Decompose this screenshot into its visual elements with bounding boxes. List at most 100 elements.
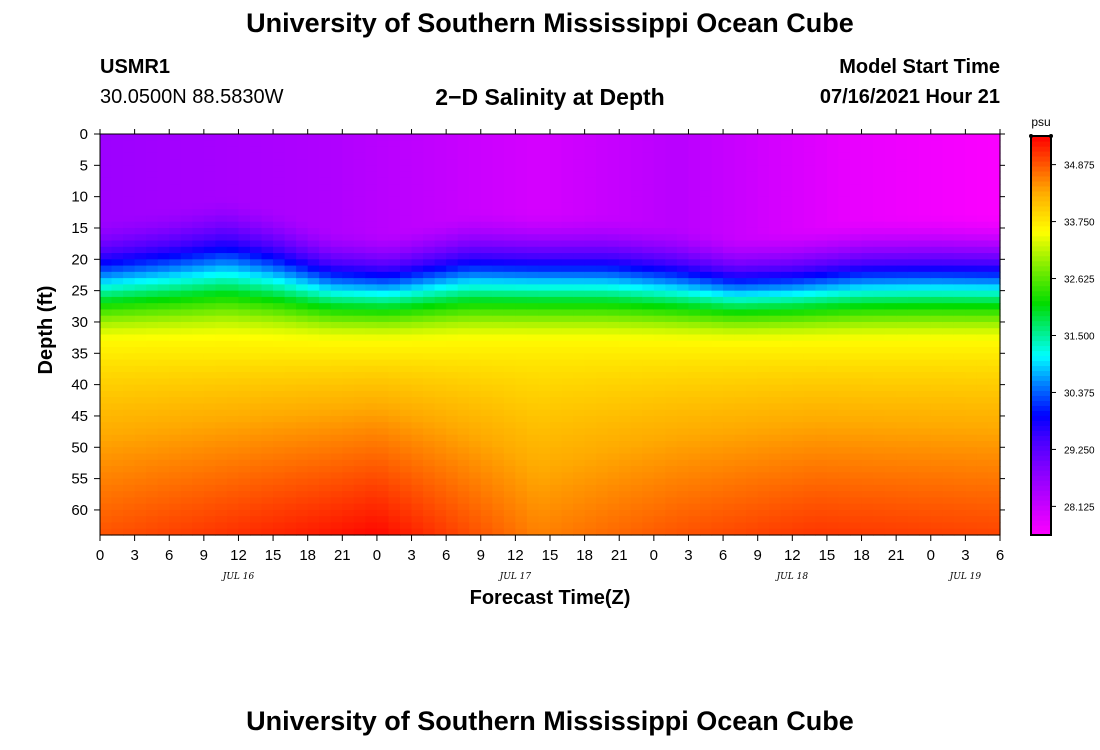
heatmap-cell <box>538 140 551 148</box>
heatmap-cell <box>815 428 828 436</box>
heatmap-cell <box>111 284 124 292</box>
heatmap-cell <box>157 378 170 386</box>
heatmap-cell <box>157 497 170 505</box>
heatmap-cell <box>723 509 736 517</box>
heatmap-cell <box>550 503 563 511</box>
heatmap-cell <box>111 278 124 285</box>
heatmap-cell <box>250 290 263 298</box>
heatmap-cell <box>457 353 470 361</box>
heatmap-cell <box>850 221 863 229</box>
heatmap-cell <box>561 459 574 467</box>
heatmap-cell <box>596 365 609 373</box>
heatmap-cell <box>538 171 551 179</box>
heatmap-cell <box>273 472 286 480</box>
heatmap-cell <box>515 434 528 442</box>
heatmap-cell <box>619 234 632 242</box>
heatmap-cell <box>480 509 493 517</box>
heatmap-cell <box>965 190 978 198</box>
heatmap-cell <box>261 334 274 342</box>
heatmap-cell <box>630 397 643 405</box>
heatmap-cell <box>919 509 932 517</box>
heatmap-cell <box>353 403 366 411</box>
heatmap-cell <box>746 303 759 311</box>
heatmap-cell <box>238 397 251 405</box>
heatmap-cell <box>261 259 274 267</box>
heatmap-cell <box>388 165 401 173</box>
heatmap-cell <box>365 453 378 461</box>
heatmap-cell <box>700 202 713 210</box>
heatmap-cell <box>711 447 724 455</box>
heatmap-cell <box>411 278 424 285</box>
heatmap-cell <box>607 290 620 298</box>
heatmap-cell <box>780 372 793 379</box>
heatmap-cell <box>930 403 943 411</box>
heatmap-cell <box>146 466 159 473</box>
heatmap-cell <box>400 165 413 173</box>
heatmap-cell <box>503 353 516 361</box>
heatmap-cell <box>226 265 240 273</box>
heatmap-cell <box>573 246 586 254</box>
heatmap-cell <box>157 390 170 398</box>
heatmap-cell <box>803 491 816 499</box>
heatmap-cell <box>215 284 228 292</box>
heatmap-cell <box>423 340 436 348</box>
heatmap-cell <box>180 309 193 317</box>
heatmap-cell <box>665 315 678 323</box>
heatmap-cell <box>688 190 701 198</box>
heatmap-cell <box>296 522 309 530</box>
heatmap-cell <box>642 165 655 173</box>
heatmap-cell <box>157 271 170 279</box>
heatmap-cell <box>365 171 378 179</box>
heatmap-cell <box>457 516 470 524</box>
heatmap-cell <box>400 296 413 304</box>
heatmap-cell <box>226 221 240 229</box>
heatmap-cell <box>861 321 874 329</box>
heatmap-cell <box>838 196 851 204</box>
heatmap-cell <box>942 165 955 173</box>
heatmap-cell <box>169 459 182 467</box>
heatmap-cell <box>457 409 470 417</box>
heatmap-cell <box>653 152 666 160</box>
heatmap-cell <box>815 328 828 336</box>
heatmap-cell <box>953 328 966 336</box>
heatmap-cell <box>976 209 990 217</box>
heatmap-cell <box>526 190 540 198</box>
heatmap-cell <box>319 171 332 179</box>
heatmap-cell <box>238 403 251 411</box>
heatmap-cell <box>261 522 274 530</box>
heatmap-cell <box>319 353 332 361</box>
heatmap-cell <box>930 309 943 317</box>
heatmap-cell <box>330 234 343 242</box>
heatmap-cell <box>480 453 493 461</box>
heatmap-cell <box>665 303 678 311</box>
heatmap-cell <box>226 372 240 379</box>
heatmap-cell <box>261 309 274 317</box>
heatmap-cell <box>365 240 378 248</box>
heatmap-cell <box>630 171 643 179</box>
heatmap-cell <box>757 215 770 223</box>
heatmap-cell <box>215 365 228 373</box>
heatmap-cell <box>284 165 297 173</box>
heatmap-cell <box>134 365 147 373</box>
heatmap-cell <box>480 478 493 486</box>
heatmap-cell <box>480 434 493 442</box>
heatmap-cell <box>596 321 609 329</box>
heatmap-cell <box>850 146 863 154</box>
heatmap-cell <box>111 378 124 386</box>
heatmap-cell <box>180 497 193 505</box>
heatmap-cell <box>515 159 528 166</box>
heatmap-cell <box>296 184 309 191</box>
heatmap-cell <box>192 177 205 185</box>
heatmap-cell <box>746 271 759 279</box>
heatmap-cell <box>907 497 920 505</box>
heatmap-cell <box>826 353 840 361</box>
heatmap-cell <box>388 441 401 448</box>
heatmap-cell <box>965 453 978 461</box>
heatmap-cell <box>180 415 193 423</box>
heatmap-cell <box>711 340 724 348</box>
heatmap-cell <box>307 184 320 191</box>
heatmap-cell <box>561 528 574 536</box>
heatmap-cell <box>746 234 759 242</box>
heatmap-cell <box>607 146 620 154</box>
heatmap-cell <box>238 334 251 342</box>
